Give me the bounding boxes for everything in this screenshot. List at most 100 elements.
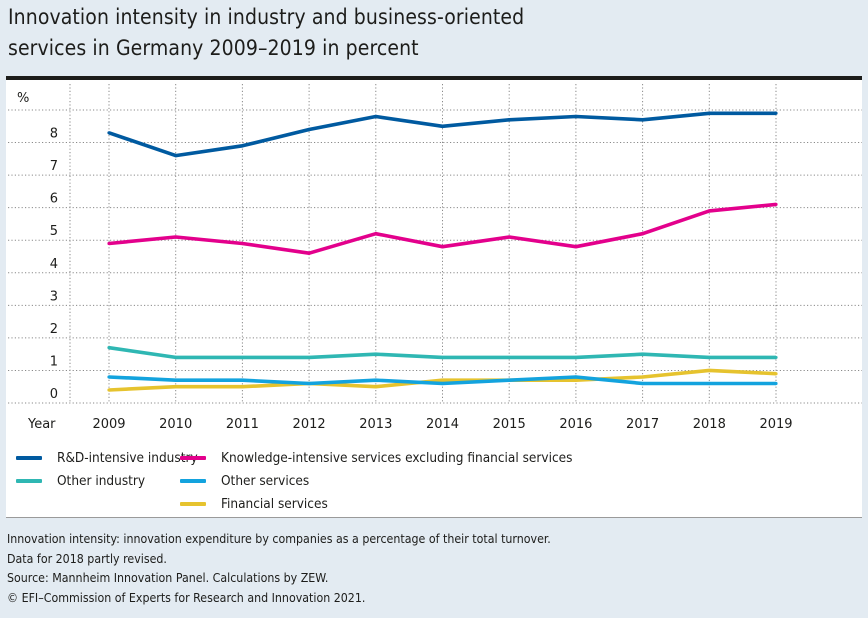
y-axis-ticks: 0 1 2 3 4 5 6 7 8 [50,127,58,402]
legend-swatch [16,456,42,460]
legend-swatch [180,479,206,483]
data-point-knowledge-intensive-services-excluding-financial-services [507,235,511,239]
data-point-knowledge-intensive-services-excluding-financial-services [374,232,378,236]
y-tick-label: 4 [50,257,58,272]
y-tick-label: 7 [50,159,58,174]
y-tick-label: 5 [50,224,58,239]
data-point-financial-services [374,385,378,389]
legend-label: Financial services [221,496,328,512]
data-point-other-services [440,381,445,386]
data-point-financial-services [574,378,578,382]
note-definition: Innovation intensity: innovation expendi… [7,532,551,546]
data-point-knowledge-intensive-services-excluding-financial-services [240,241,244,246]
data-point-financial-services [440,378,445,382]
y-tick-label: 3 [50,289,58,304]
data-point-other-services [307,381,311,386]
data-point-financial-services [774,372,778,376]
data-point-r-d-intensive-industry [707,111,711,115]
data-point-r-d-intensive-industry [240,144,244,148]
data-point-other-services [774,381,778,386]
data-point-other-industry [107,346,111,350]
x-axis-label: Year [27,417,56,432]
data-point-other-services [174,378,178,382]
data-point-other-industry [374,352,378,356]
legend-swatch [16,479,42,483]
legend-label: Knowledge-intensive services excluding f… [221,450,573,466]
data-point-knowledge-intensive-services-excluding-financial-services [174,235,178,239]
y-tick-label: 1 [50,354,58,369]
y-axis-label: % [17,91,29,106]
legend-item-other-industry: Other industry [16,473,145,489]
data-point-knowledge-intensive-services-excluding-financial-services [440,245,445,249]
series-lines [107,111,778,392]
x-tick-label: 2016 [559,417,592,432]
x-tick-label: 2015 [493,417,526,432]
y-tick-label: 0 [50,387,58,402]
y-tick-label: 6 [50,192,58,207]
legend-item-other-services: Other services [180,473,309,489]
legend-swatch [180,456,206,460]
x-tick-label: 2009 [92,417,125,432]
data-point-r-d-intensive-industry [574,114,578,119]
data-point-r-d-intensive-industry [107,131,111,135]
legend-label: Other industry [57,473,146,489]
data-point-other-industry [307,355,311,360]
data-point-knowledge-intensive-services-excluding-financial-services [774,202,778,207]
x-tick-label: 2010 [159,417,192,432]
data-point-other-services [574,375,578,379]
chart-notes: Innovation intensity: innovation expendi… [7,530,551,608]
data-point-other-services [374,378,378,382]
data-point-other-industry [507,355,511,360]
data-point-r-d-intensive-industry [307,127,311,132]
legend-item-rd-intensive-industry: R&D-intensive industry [16,450,198,466]
legend-label: Other services [221,473,310,489]
data-point-r-d-intensive-industry [507,118,511,122]
x-tick-label: 2018 [693,417,726,432]
x-tick-label: 2019 [759,417,792,432]
y-tick-label: 2 [50,322,58,337]
data-point-knowledge-intensive-services-excluding-financial-services [307,251,311,255]
data-point-r-d-intensive-industry [641,118,645,122]
data-point-other-industry [641,352,645,356]
line-chart: 0 1 2 3 4 5 6 7 8 2009 2010 2011 2012 2013 2 0 1 4 2015 20… [8,84,862,432]
legend-item-knowledge-intensive-services: Knowledge-intensive services excluding f… [180,450,572,466]
data-point-knowledge-intensive-services-excluding-financial-services [641,232,645,236]
x-tick-label: 2012 [293,417,326,432]
x-tick-label: 2017 [626,417,659,432]
data-point-other-services [507,378,511,382]
legend-swatch [180,502,206,506]
chart-title-line-2: services in Germany 2009–2019 in percent [8,36,419,60]
note-revision: Data for 2018 partly revised. [7,551,167,566]
data-point-other-services [707,381,711,386]
y-tick-label: 8 [50,127,58,142]
data-point-other-services [107,375,111,379]
note-source: Source: Mannheim Innovation Panel. Calcu… [7,571,329,585]
data-point-other-services [240,378,244,382]
x-tick-label: 2013 [359,417,392,432]
legend-label: R&D-intensive industry [57,450,198,466]
data-point-knowledge-intensive-services-excluding-financial-services [107,241,111,246]
data-point-knowledge-intensive-services-excluding-financial-services [707,209,711,213]
data-point-other-services [641,381,645,386]
note-copyright: © EFI–Commission of Experts for Research… [7,590,366,605]
data-point-knowledge-intensive-services-excluding-financial-services [574,245,578,249]
data-point-financial-services [174,385,178,389]
chart-title: Innovation intensity in industry and bus… [8,2,524,64]
x-tick-label: 2011 [226,417,259,432]
data-point-r-d-intensive-industry [440,124,445,128]
data-point-other-industry [774,355,778,360]
data-point-financial-services [240,385,244,389]
data-point-other-industry [440,355,445,360]
data-point-other-industry [240,355,244,360]
data-point-other-industry [574,355,578,360]
data-point-financial-services [707,368,711,373]
chart-panel [6,76,862,518]
x-axis-ticks: 2009 2010 2011 2012 2013 2014 2015 2016 2017 2018… [92,417,792,432]
data-point-other-industry [707,355,711,360]
data-point-r-d-intensive-industry [774,111,778,115]
data-point-financial-services [107,388,111,392]
data-point-r-d-intensive-industry [374,114,378,119]
legend: R&D-intensive industry Knowledge-intensi… [6,446,862,516]
legend-item-financial-services: Financial services [180,496,328,512]
chart-title-line-1: Innovation intensity in industry and bus… [8,5,525,29]
